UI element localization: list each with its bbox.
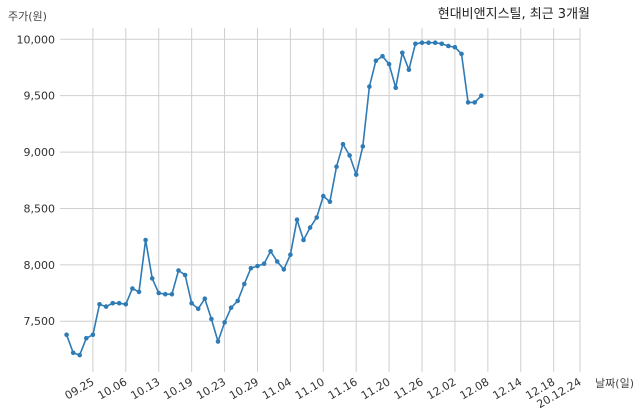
data-point <box>380 53 385 59</box>
x-tick-label: 11.04 <box>260 375 294 402</box>
data-point <box>110 300 115 306</box>
chart-title: 현대비앤지스틸, 최근 3개월 <box>438 7 590 22</box>
data-point <box>130 286 135 291</box>
data-point <box>340 141 346 147</box>
x-tick-label: 10.29 <box>227 375 261 402</box>
data-point <box>301 237 306 243</box>
data-point <box>143 237 148 243</box>
data-point <box>360 144 366 149</box>
data-point <box>439 41 445 47</box>
data-point <box>248 265 254 271</box>
data-point <box>307 225 313 230</box>
data-point <box>215 339 221 344</box>
x-tick-label: 11.26 <box>392 375 426 402</box>
data-point <box>334 164 339 169</box>
data-point <box>222 320 227 325</box>
x-tick-label: 12.08 <box>458 375 492 402</box>
grid <box>60 28 581 372</box>
data-point <box>426 40 431 45</box>
y-axis-ticks: 7,500 8,000 8,500 9,000 9,500 10,000 <box>17 33 56 328</box>
x-tick-label: 11.10 <box>293 375 327 402</box>
data-point <box>479 93 484 98</box>
data-point <box>116 300 122 306</box>
x-tick-label: 12.14 <box>490 375 524 402</box>
y-tick-label: 8,500 <box>24 202 56 215</box>
data-point <box>288 252 293 257</box>
data-point <box>353 172 359 177</box>
data-point <box>393 85 399 91</box>
data-point <box>70 350 76 356</box>
data-point <box>419 40 425 45</box>
data-point <box>235 298 240 304</box>
data-point <box>459 51 464 57</box>
x-axis-ticks: 09.25 10.06 10.13 10.19 10.23 10.29 11.04 11.10… <box>63 375 584 411</box>
data-point <box>373 58 379 63</box>
data-point <box>367 84 372 89</box>
x-tick-label: 10.13 <box>128 375 162 402</box>
data-point <box>347 153 352 158</box>
y-tick-label: 9,500 <box>24 90 56 103</box>
data-point <box>413 41 418 47</box>
data-point <box>176 268 181 273</box>
data-point <box>281 267 287 272</box>
data-point <box>97 302 102 307</box>
data-point <box>400 50 405 56</box>
data-point <box>209 316 214 322</box>
data-point <box>182 272 188 278</box>
data-point <box>64 332 69 338</box>
data-point <box>432 40 438 45</box>
data-point <box>228 305 234 311</box>
data-point <box>446 43 451 49</box>
data-point <box>84 335 89 341</box>
data-point <box>202 296 208 302</box>
data-point <box>163 291 168 297</box>
data-point <box>327 199 333 204</box>
data-point <box>452 44 458 50</box>
data-point <box>294 217 300 222</box>
data-point <box>321 193 326 199</box>
data-point <box>136 289 142 295</box>
y-tick-label: 9,000 <box>24 146 56 159</box>
data-point <box>169 291 175 297</box>
data-point <box>189 300 194 306</box>
x-tick-label: 09.25 <box>63 375 97 402</box>
data-point <box>255 263 260 269</box>
x-tick-label: 10.06 <box>96 375 130 402</box>
data-point <box>123 302 129 307</box>
x-tick-label: 12.02 <box>425 375 459 402</box>
data-point <box>195 306 201 312</box>
price-series <box>64 40 484 358</box>
data-point <box>314 215 320 220</box>
y-tick-label: 7,500 <box>24 315 56 328</box>
data-point <box>156 290 161 296</box>
data-point <box>242 281 247 287</box>
x-axis-title: 날짜(일) <box>595 376 634 390</box>
data-point <box>77 352 82 358</box>
data-point <box>268 249 273 254</box>
data-point <box>465 100 471 105</box>
price-line <box>65 41 482 357</box>
x-tick-label: 11.20 <box>359 375 393 402</box>
y-tick-label: 10,000 <box>17 33 56 46</box>
x-tick-label: 11.16 <box>326 375 360 402</box>
data-point <box>472 100 478 105</box>
data-point <box>386 61 392 67</box>
data-point <box>406 67 412 72</box>
y-tick-label: 8,000 <box>24 259 56 272</box>
x-tick-label: 10.23 <box>194 375 228 402</box>
data-point <box>274 259 280 264</box>
y-axis-title: 주가(원) <box>8 10 47 23</box>
data-point <box>149 276 155 281</box>
data-point <box>103 304 109 309</box>
data-point <box>261 261 267 267</box>
x-tick-label: 10.19 <box>161 375 195 402</box>
data-point <box>90 332 96 338</box>
